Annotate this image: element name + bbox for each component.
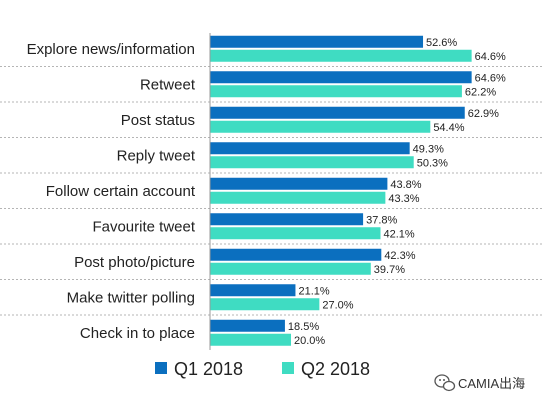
legend-label: Q2 2018 (301, 359, 370, 379)
value-label: 21.1% (298, 285, 329, 297)
value-labels: 52.6% 64.6% 64.6% 62.2% 62.9% 54.4% 49.3% 50.3%… (288, 37, 506, 347)
value-label: 64.6% (475, 51, 506, 63)
bar-q1 (210, 319, 285, 332)
bar-q1 (210, 71, 472, 84)
watermark-text: CAMIA出海 (458, 376, 525, 391)
bar-q2 (210, 262, 371, 275)
value-label: 27.0% (322, 299, 353, 311)
wechat-icon (434, 374, 456, 392)
bar-q1 (210, 106, 465, 119)
bar-q2 (210, 156, 414, 169)
category-label: Retweet (140, 76, 196, 93)
bar-q1 (210, 35, 424, 48)
bar-q2 (210, 49, 472, 62)
bar-q1 (210, 213, 364, 226)
value-label: 18.5% (288, 321, 319, 333)
bar-q1 (210, 248, 382, 261)
category-label: Explore news/information (27, 41, 195, 58)
value-label: 64.6% (475, 72, 506, 84)
bar-q2 (210, 120, 431, 133)
bar-q2 (210, 227, 381, 240)
bar-q2 (210, 85, 462, 98)
bar-q2 (210, 333, 291, 346)
bars (210, 35, 472, 346)
category-label: Check in to place (80, 325, 195, 342)
bar-q2 (210, 298, 320, 311)
bar-q1 (210, 284, 296, 297)
value-label: 62.9% (468, 108, 499, 120)
legend-swatch (282, 362, 294, 374)
value-label: 20.0% (294, 335, 325, 347)
value-label: 49.3% (413, 143, 444, 155)
row-separators (0, 66, 544, 316)
category-label: Favourite tweet (92, 218, 195, 235)
category-label: Follow certain account (46, 183, 196, 200)
category-label: Post status (121, 112, 195, 129)
value-label: 37.8% (366, 214, 397, 226)
category-label: Reply tweet (117, 147, 196, 164)
value-label: 54.4% (433, 122, 464, 134)
value-label: 42.1% (384, 228, 415, 240)
value-label: 43.3% (388, 193, 419, 205)
value-label: 42.3% (384, 250, 415, 262)
legend: Q1 2018 Q2 2018 (155, 359, 370, 379)
value-label: 50.3% (417, 157, 448, 169)
bar-q1 (210, 142, 410, 155)
value-label: 39.7% (374, 264, 405, 276)
bar-q2 (210, 191, 386, 204)
category-label: Post photo/picture (74, 254, 195, 271)
category-labels: Explore news/information Retweet Post stat… (27, 41, 196, 342)
category-label: Make twitter polling (67, 289, 195, 306)
legend-swatch (155, 362, 167, 374)
value-label: 52.6% (426, 37, 457, 49)
watermark: CAMIA出海 (434, 374, 525, 392)
value-label: 62.2% (465, 86, 496, 98)
legend-label: Q1 2018 (174, 359, 243, 379)
bar-q1 (210, 177, 388, 190)
value-label: 43.8% (390, 179, 421, 191)
